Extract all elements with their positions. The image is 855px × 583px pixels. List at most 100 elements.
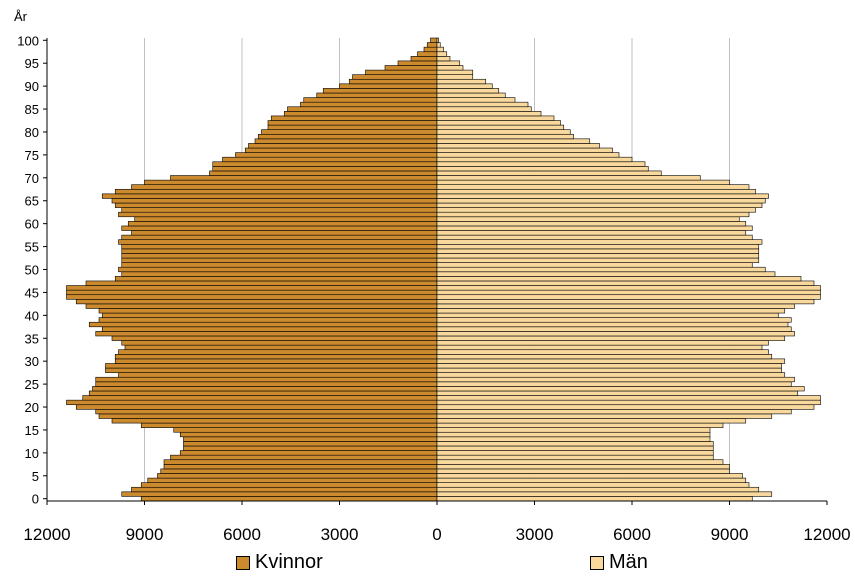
- bar-man: [436, 161, 646, 167]
- y-tick-label: 15: [25, 423, 39, 438]
- bar-kvinnor: [121, 257, 438, 263]
- bar-kvinnor: [121, 243, 438, 250]
- y-tick-labels: 1009590858075706560555045403530252015105…: [17, 33, 39, 506]
- bar-kvinnor: [140, 482, 438, 488]
- bar-kvinnor: [95, 409, 438, 415]
- bar-kvinnor: [160, 468, 438, 474]
- bar-man: [436, 280, 815, 286]
- bar-kvinnor: [131, 486, 438, 493]
- bar-man: [436, 243, 760, 250]
- bar-kvinnor: [66, 294, 438, 300]
- bar-kvinnor: [118, 239, 438, 245]
- bar-kvinnor: [111, 198, 438, 204]
- bar-kvinnor: [235, 152, 438, 158]
- bar-man: [436, 473, 743, 479]
- bar-kvinnor: [75, 298, 438, 305]
- bar-man: [436, 404, 815, 410]
- bar-man: [436, 111, 542, 117]
- bar-kvinnor: [101, 193, 438, 199]
- x-tick-label: 3000: [516, 525, 554, 544]
- bar-man: [436, 418, 747, 424]
- y-tick-label: 40: [25, 308, 39, 323]
- bar-kvinnor: [267, 120, 438, 126]
- y-tick-label: 65: [25, 194, 39, 209]
- axes: [43, 38, 828, 505]
- bar-kvinnor: [66, 285, 438, 291]
- legend-kvinnor-label: Kvinnor: [255, 551, 323, 573]
- bar-kvinnor: [92, 386, 438, 392]
- bar-kvinnor: [157, 473, 438, 479]
- x-tick-label: 6000: [223, 525, 261, 544]
- bar-man: [436, 56, 451, 62]
- bar-man: [436, 166, 649, 172]
- bar-kvinnor: [339, 83, 438, 89]
- bar-man: [436, 257, 760, 263]
- y-tick-label: 0: [32, 492, 39, 507]
- bar-kvinnor: [121, 234, 438, 241]
- bar-man: [436, 367, 782, 373]
- bar-man: [436, 482, 750, 488]
- bar-kvinnor: [222, 156, 438, 163]
- bar-kvinnor: [124, 344, 438, 351]
- bar-kvinnor: [131, 230, 438, 236]
- bar-kvinnor: [163, 459, 438, 465]
- bar-kvinnor: [303, 97, 438, 103]
- bar-man: [436, 152, 620, 158]
- bar-kvinnor: [131, 184, 438, 190]
- bar-man: [436, 253, 760, 259]
- bar-man: [436, 46, 444, 53]
- bar-kvinnor: [365, 69, 438, 75]
- bar-man: [436, 51, 448, 57]
- bar-man: [436, 239, 763, 245]
- bar-kvinnor: [88, 321, 438, 328]
- bar-man: [436, 331, 795, 337]
- bar-man: [436, 230, 747, 236]
- bar-kvinnor: [283, 111, 438, 117]
- bar-kvinnor: [66, 289, 438, 296]
- bar-kvinnor: [140, 422, 438, 428]
- bar-man: [436, 381, 792, 387]
- bar-kvinnor: [105, 367, 438, 373]
- bar-man: [436, 133, 574, 140]
- bar-man: [436, 271, 776, 277]
- x-tick-label: 12000: [803, 525, 850, 544]
- bar-man: [436, 175, 701, 181]
- bar-man: [436, 308, 786, 314]
- x-tick-label: 3000: [321, 525, 359, 544]
- legend-man: Män: [590, 551, 648, 574]
- bar-kvinnor: [118, 372, 438, 378]
- bar-man: [436, 138, 591, 144]
- bar-man: [436, 413, 773, 419]
- x-tick-label: 0: [432, 525, 441, 544]
- bar-kvinnor: [121, 271, 438, 277]
- bar-kvinnor: [384, 65, 438, 71]
- bar-man: [436, 248, 760, 254]
- bar-man: [436, 285, 821, 291]
- bar-man: [436, 106, 532, 112]
- bar-man: [436, 386, 805, 392]
- bar-kvinnor: [121, 340, 438, 346]
- bar-man: [436, 170, 662, 176]
- y-tick-label: 30: [25, 354, 39, 369]
- bar-man: [436, 468, 730, 474]
- bar-man: [436, 88, 500, 94]
- bar-man: [436, 129, 571, 135]
- bar-man: [436, 477, 747, 483]
- bar-kvinnor: [114, 358, 438, 364]
- bar-kvinnor: [101, 312, 438, 318]
- bar-kvinnor: [118, 211, 438, 218]
- bar-kvinnor: [248, 143, 438, 149]
- kvinnor-bars: [66, 37, 438, 502]
- x-tick-label: 6000: [613, 525, 651, 544]
- bar-kvinnor: [267, 124, 438, 130]
- bar-man: [436, 234, 753, 241]
- bar-man: [436, 147, 613, 153]
- bar-kvinnor: [140, 496, 438, 502]
- bar-kvinnor: [261, 129, 438, 135]
- bar-man: [436, 422, 724, 428]
- bar-man: [436, 124, 565, 130]
- bar-kvinnor: [179, 450, 438, 456]
- bar-man: [436, 464, 730, 470]
- bar-kvinnor: [105, 363, 438, 369]
- bar-kvinnor: [322, 88, 438, 94]
